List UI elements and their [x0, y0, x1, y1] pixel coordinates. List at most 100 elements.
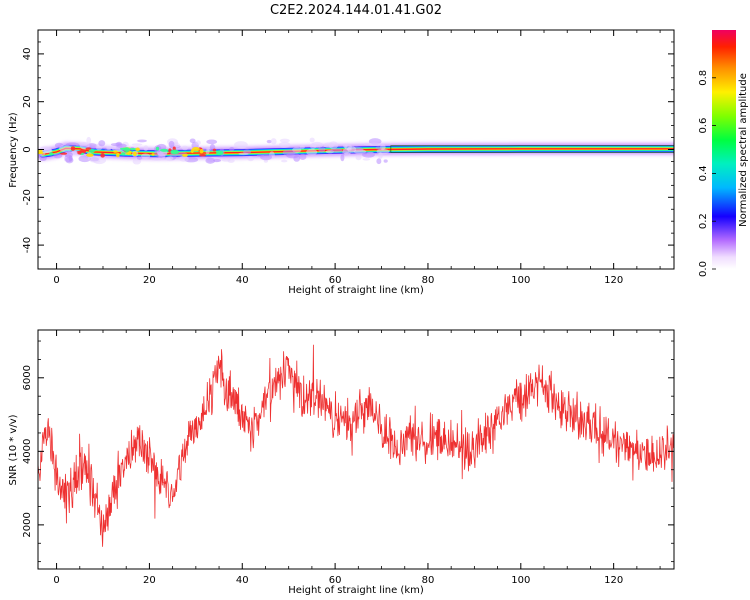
heatmap-hotspot: [121, 152, 126, 156]
heatmap-speckle: [309, 137, 315, 143]
x-tick-label: 80: [422, 575, 435, 586]
colorbar-tick-label: 0.2: [698, 213, 709, 229]
heatmap-speckle: [131, 143, 143, 146]
heatmap-hotspot: [86, 153, 94, 157]
heatmap-speckle: [279, 138, 290, 143]
heatmap-x-ticks: 0 20 40 60 80 100 120: [53, 30, 661, 286]
heatmap-speckle: [299, 145, 305, 149]
heatmap-hotspot: [199, 148, 204, 154]
snr-y-label: SNR (10 * v/v): [8, 414, 19, 485]
snr-x-label: Height of straight line (km): [288, 585, 424, 596]
heatmap-speckle: [87, 155, 100, 162]
heatmap-y-ticks: -40 -20 0 20 40: [22, 29, 674, 270]
y-tick-label: 6000: [22, 365, 33, 390]
heatmap-hotspot: [38, 152, 44, 155]
heatmap-hotspot: [151, 153, 155, 156]
heatmap-speckle: [181, 145, 189, 151]
heatmap-speckle: [53, 153, 63, 159]
heatmap-speckle: [68, 155, 73, 162]
heatmap-speckle: [353, 149, 367, 154]
colorbar-label: Normalized spectral amplitude: [738, 73, 749, 227]
heatmap-speckle: [98, 140, 106, 147]
x-tick-label: 120: [604, 275, 623, 286]
heatmap-speckle: [137, 139, 147, 143]
heatmap-speckle: [340, 154, 345, 162]
snr-frame: [37, 329, 675, 570]
heatmap-speckle: [367, 142, 381, 146]
x-tick-label: 100: [511, 575, 530, 586]
x-tick-label: 40: [236, 575, 249, 586]
heatmap-speckle: [311, 141, 324, 148]
heatmap-hotspot: [170, 149, 180, 155]
heatmap-speckle: [179, 155, 189, 162]
heatmap-speckle: [347, 146, 357, 153]
heatmap-speckle: [65, 142, 80, 147]
y-tick-label: 4000: [22, 439, 33, 464]
heatmap-speckle: [86, 136, 92, 144]
heatmap-speckle: [266, 139, 272, 144]
heatmap-speckle: [143, 145, 149, 151]
x-tick-label: 20: [143, 575, 156, 586]
heatmap-speckle: [286, 152, 300, 159]
heatmap-speckle: [206, 139, 218, 145]
heatmap-speckle: [263, 159, 268, 163]
heatmap-speckle: [362, 151, 375, 158]
heatmap-speckle: [376, 158, 382, 165]
y-tick-label: -40: [22, 237, 33, 253]
heatmap-speckle: [221, 158, 231, 162]
heatmap-hotspot: [133, 151, 137, 157]
heatmap-speckle: [165, 156, 174, 160]
x-tick-label: 100: [511, 275, 530, 286]
heatmap-hotspot: [59, 152, 68, 155]
heatmap-speckle: [195, 140, 201, 146]
x-tick-label: 40: [236, 275, 249, 286]
heatmap-speckle: [213, 159, 222, 163]
y-tick-label: 2000: [22, 512, 33, 537]
colorbar-tick-label: 0.4: [698, 165, 709, 181]
figure-title: C2E2.2024.144.01.41.G02: [270, 3, 442, 18]
heatmap-speckle: [78, 155, 91, 163]
heatmap-panel: 0 20 40 60 80 100 120 -40 -20 0 20 40 Height of st…: [8, 29, 675, 296]
heatmap-hotspot: [116, 152, 120, 158]
heatmap-hotspot: [70, 146, 76, 151]
heatmap-x-label: Height of straight line (km): [288, 285, 424, 296]
colorbar-tick-label: 0.8: [698, 70, 709, 86]
heatmap-hotspot: [85, 147, 92, 150]
heatmap-hotspot: [88, 149, 95, 153]
snr-panel: 0 20 40 60 80 100 120 2000 4000 6000 Height of s…: [8, 329, 675, 596]
heatmap-speckle: [330, 148, 343, 153]
snr-series-line: [38, 344, 674, 547]
colorbar-gradient: [712, 30, 736, 269]
heatmap-speckle: [234, 141, 248, 149]
x-tick-label: 20: [143, 275, 156, 286]
heatmap-speckle: [168, 140, 175, 148]
heatmap-speckle: [375, 146, 382, 150]
y-tick-label: 40: [22, 48, 33, 61]
heatmap-speckle: [323, 142, 335, 149]
heatmap-hotspot: [159, 148, 169, 152]
heatmap-y-label: Frequency (Hz): [8, 112, 19, 188]
heatmap-speckle: [260, 154, 272, 161]
heatmap-speckle: [140, 153, 151, 159]
heatmap-speckle: [362, 158, 371, 161]
heatmap-speckle: [116, 143, 127, 148]
heatmap-speckle: [43, 147, 53, 154]
heatmap-speckle: [378, 152, 383, 159]
heatmap-hotspot: [199, 153, 207, 157]
heatmap-speckle: [205, 157, 216, 164]
heatmap-speckle: [383, 159, 388, 163]
colorbar-tick-label: 0.6: [698, 118, 709, 134]
colorbar: 0.0 0.2 0.4 0.6 0.8 Normalized spectral ampl…: [698, 30, 749, 277]
snr-y-ticks: 2000 4000 6000: [22, 340, 674, 563]
heatmap-speckle: [270, 138, 277, 145]
heatmap-hotspot: [100, 153, 105, 158]
x-tick-label: 120: [604, 575, 623, 586]
heatmap-speckle: [229, 146, 235, 152]
x-tick-label: 60: [329, 575, 342, 586]
x-tick-label: 60: [329, 275, 342, 286]
heatmap-speckle: [281, 159, 288, 163]
heatmap-speckle: [136, 156, 143, 160]
colorbar-ticks: 0.0 0.2 0.4 0.6 0.8: [698, 70, 716, 277]
heatmap-hotspot: [135, 147, 140, 152]
